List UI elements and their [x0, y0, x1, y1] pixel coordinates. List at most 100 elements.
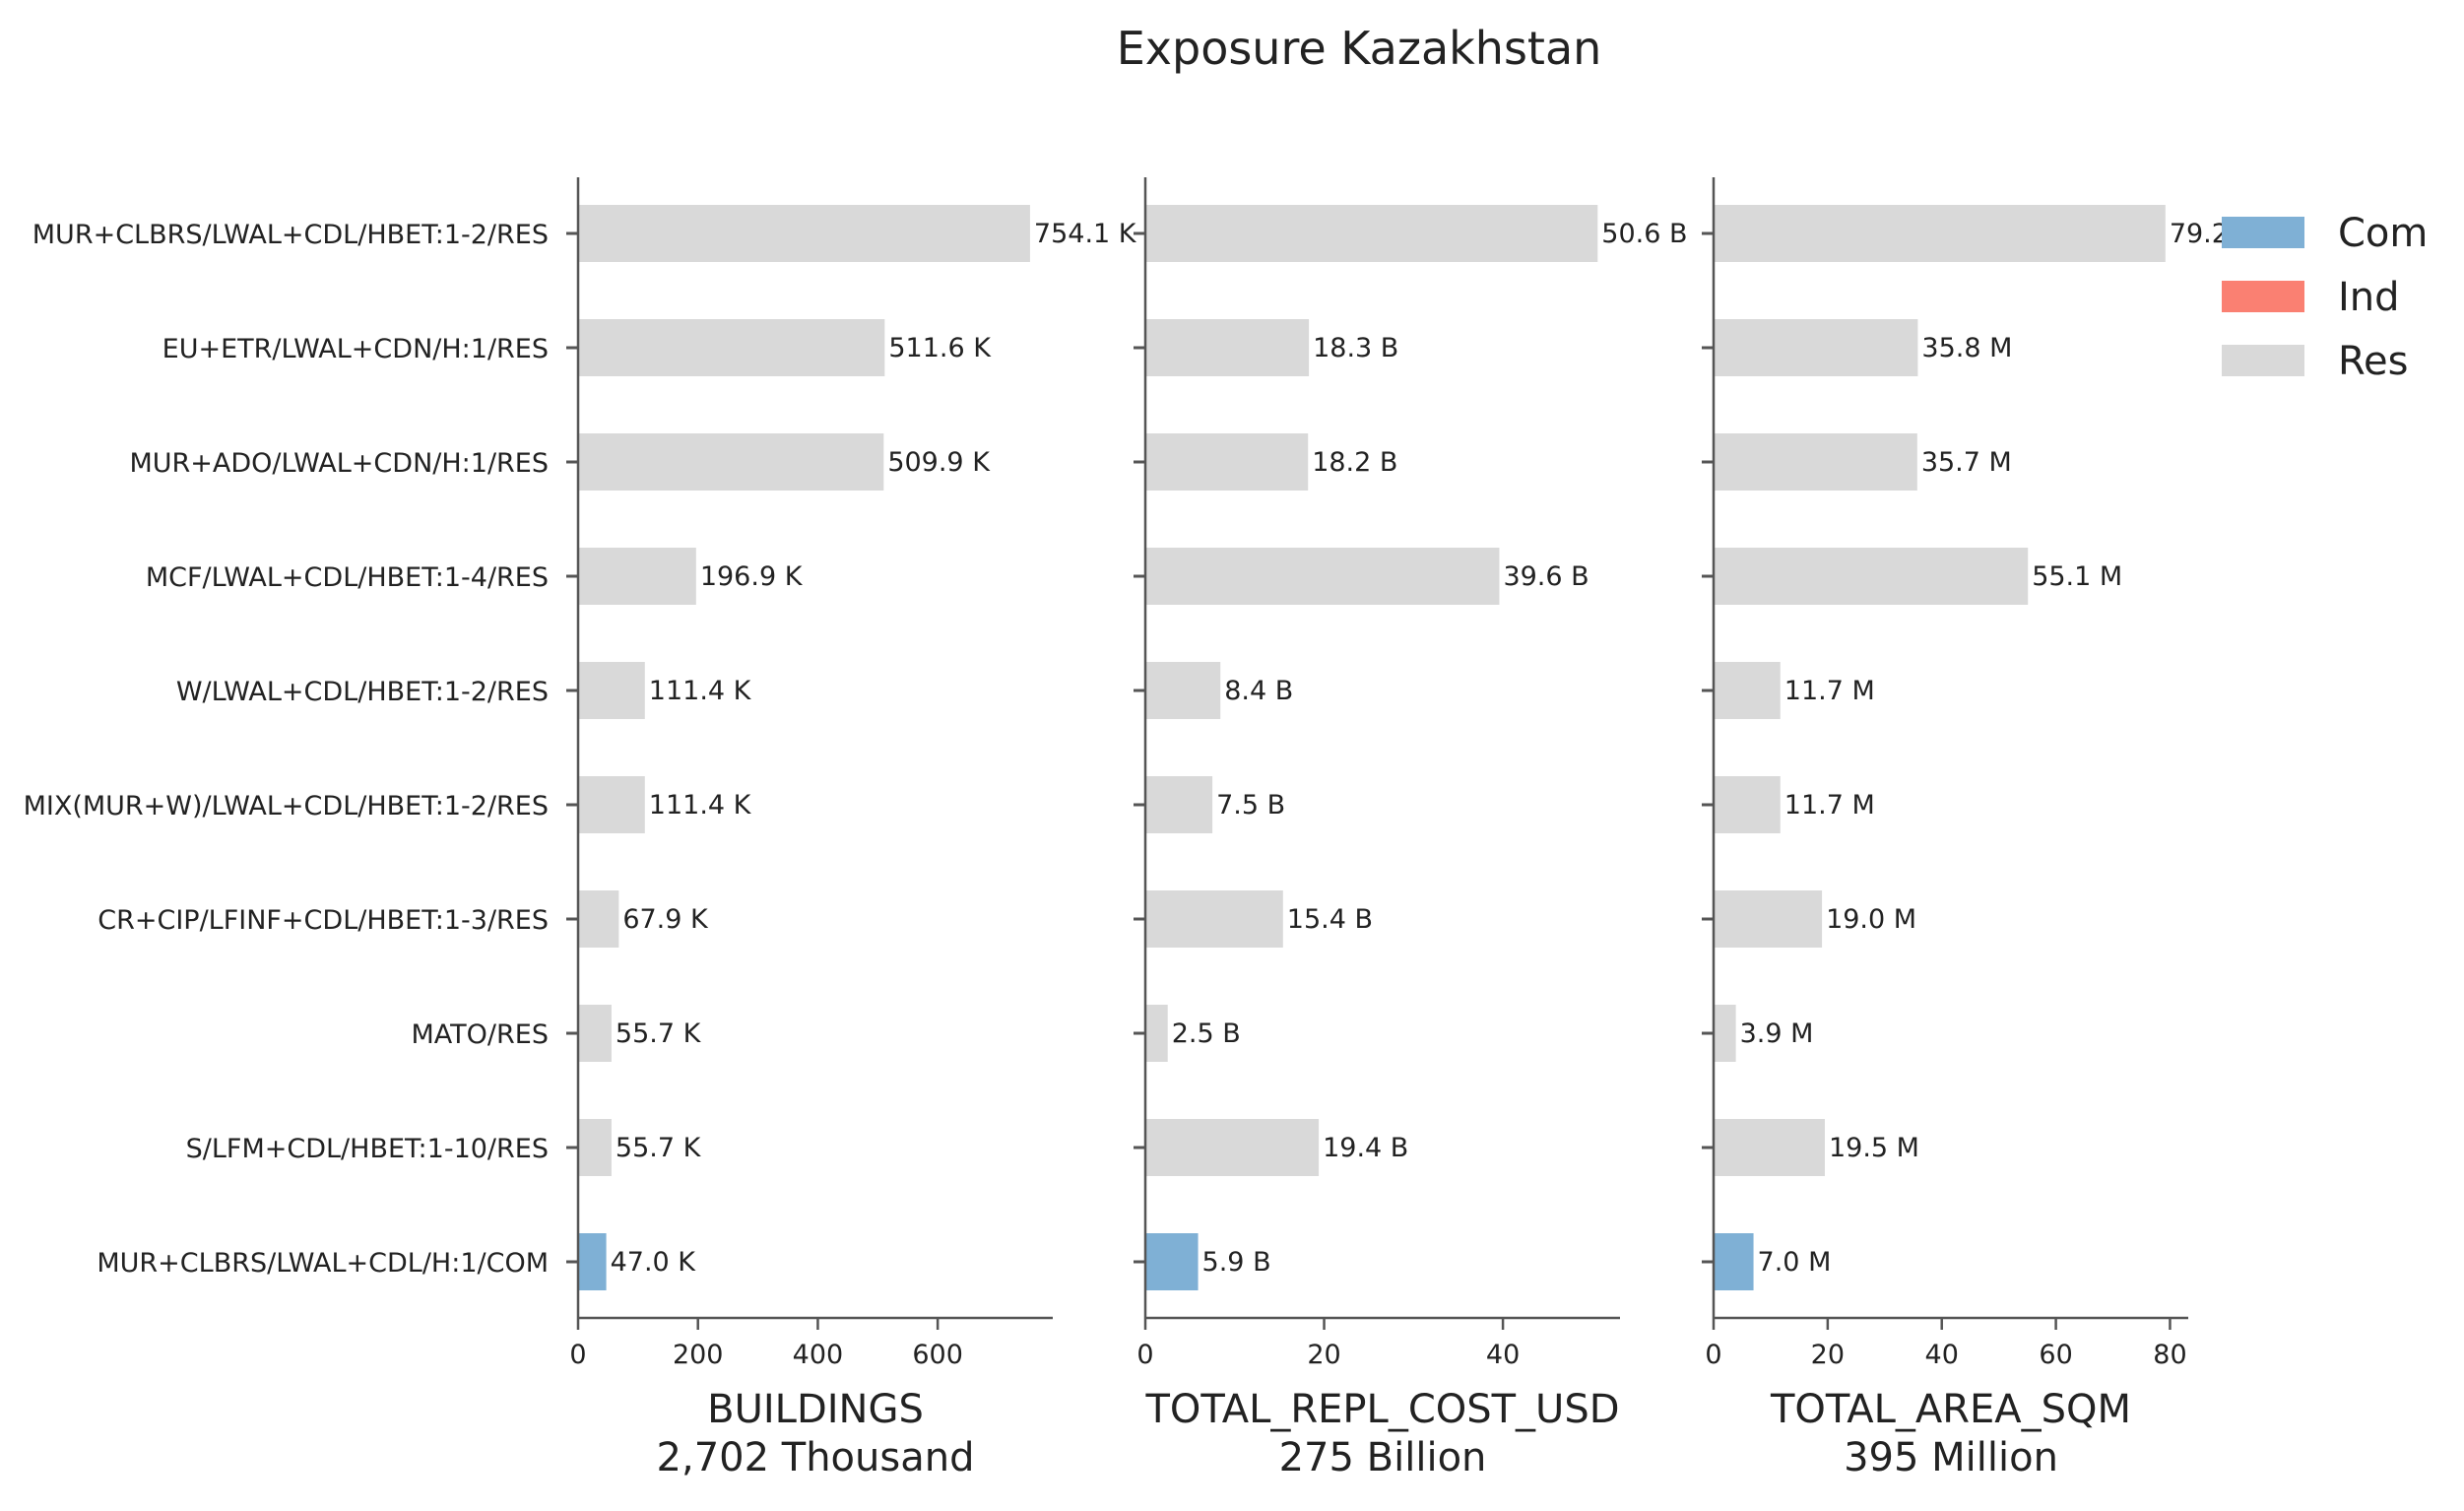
- bar: [578, 205, 1030, 262]
- bar: [1714, 1119, 1825, 1176]
- bar-value-label: 11.7 M: [1784, 676, 1875, 706]
- bar: [1714, 776, 1781, 833]
- category-labels: MUR+CLBRS/LWAL+CDL/HBET:1-2/RES EU+ETR/LW…: [24, 220, 549, 1279]
- bar-value-label: 3.9 M: [1740, 1018, 1814, 1049]
- bar-value-label: 2.5 B: [1172, 1018, 1241, 1049]
- bar-value-label: 111.4 K: [649, 676, 752, 706]
- bar: [1714, 662, 1781, 719]
- bar: [578, 548, 696, 605]
- bar-value-label: 35.7 M: [1921, 447, 2012, 478]
- x-tick-label: 0: [1136, 1340, 1153, 1370]
- bar-value-label: 19.0 M: [1826, 904, 1916, 935]
- panel-total-area-sqm: 79.2 35.8 M 35.7 M 55.1 M 11.7 M 11.7 M 19.0 M…: [1702, 177, 2229, 1480]
- bar: [1145, 890, 1283, 948]
- bar-value-label: 55.7 K: [616, 1133, 702, 1163]
- bar-value-label: 509.9 K: [887, 447, 991, 478]
- bar: [1145, 1005, 1168, 1062]
- x-axis-total: 395 Million: [1844, 1435, 2058, 1480]
- bar: [1714, 205, 2166, 262]
- bar-value-label: 196.9 K: [700, 561, 804, 592]
- chart-title: Exposure Kazakhstan: [1117, 22, 1602, 75]
- bar: [1145, 433, 1309, 491]
- panel-total-repl-cost-usd: 50.6 B 18.3 B 18.2 B 39.6 B 8.4 B 7.5 B 15.4 B…: [1134, 177, 1688, 1480]
- bar-value-label: 111.4 K: [649, 790, 752, 821]
- bar-value-label: 754.1 K: [1034, 219, 1137, 249]
- bar-value-label: 55.7 K: [616, 1018, 702, 1049]
- x-tick-label: 20: [1307, 1340, 1340, 1370]
- bar: [578, 1233, 607, 1290]
- bar-value-label: 19.4 B: [1323, 1133, 1408, 1163]
- x-axis-label: TOTAL_REPL_COST_USD: [1144, 1387, 1619, 1432]
- bar-value-label: 5.9 B: [1202, 1247, 1271, 1278]
- bar: [1145, 662, 1221, 719]
- bar-value-label: 8.4 B: [1224, 676, 1293, 706]
- x-axis-label: TOTAL_AREA_SQM: [1770, 1387, 2131, 1432]
- bar-value-label: 67.9 K: [622, 904, 709, 935]
- bar-value-label: 11.7 M: [1784, 790, 1875, 821]
- bar-value-label: 511.6 K: [888, 333, 992, 363]
- panel-buildings: 754.1 K 511.6 K 509.9 K 196.9 K 111.4 K 111.4…: [566, 177, 1137, 1480]
- category-label: MIX(MUR+W)/LWAL+CDL/HBET:1-2/RES: [24, 791, 549, 821]
- legend-label: Res: [2338, 339, 2408, 384]
- bar: [1145, 205, 1598, 262]
- bar: [578, 1005, 612, 1062]
- category-label: MUR+CLBRS/LWAL+CDL/H:1/COM: [97, 1248, 549, 1279]
- bar-value-label: 15.4 B: [1287, 904, 1373, 935]
- category-label: S/LFM+CDL/HBET:1-10/RES: [186, 1134, 549, 1164]
- bar: [578, 1119, 612, 1176]
- bar-value-label: 39.6 B: [1503, 561, 1589, 592]
- legend: Com Ind Res: [2222, 211, 2428, 384]
- x-axis-label: BUILDINGS: [707, 1387, 924, 1432]
- bar: [1714, 1005, 1736, 1062]
- bar-value-label: 35.8 M: [1921, 333, 2012, 363]
- bar-value-label: 50.6 B: [1601, 219, 1687, 249]
- x-axis-total: 275 Billion: [1279, 1435, 1487, 1480]
- bar: [1714, 433, 1917, 491]
- category-label: MUR+ADO/LWAL+CDN/H:1/RES: [129, 448, 549, 479]
- bar: [1145, 319, 1310, 376]
- bar: [578, 319, 885, 376]
- bar: [1714, 1233, 1754, 1290]
- x-tick-label: 80: [2153, 1340, 2186, 1370]
- bar-value-label: 47.0 K: [611, 1247, 697, 1278]
- x-tick-label: 20: [1811, 1340, 1845, 1370]
- x-tick-label: 0: [1705, 1340, 1721, 1370]
- bar-value-label: 55.1 M: [2032, 561, 2122, 592]
- bar: [1145, 548, 1500, 605]
- category-label: MCF/LWAL+CDL/HBET:1-4/RES: [146, 562, 549, 593]
- legend-label: Com: [2338, 211, 2428, 256]
- category-label: MUR+CLBRS/LWAL+CDL/HBET:1-2/RES: [32, 220, 549, 250]
- x-tick-label: 60: [2039, 1340, 2072, 1370]
- bar-value-label: 7.0 M: [1758, 1247, 1832, 1278]
- category-label: W/LWAL+CDL/HBET:1-2/RES: [176, 677, 549, 707]
- bar-value-label: 79.2: [2170, 219, 2229, 249]
- category-label: MATO/RES: [412, 1019, 549, 1050]
- panels: 754.1 K 511.6 K 509.9 K 196.9 K 111.4 K 111.4…: [566, 177, 2229, 1480]
- bar: [578, 890, 619, 948]
- bar-value-label: 18.3 B: [1313, 333, 1398, 363]
- x-tick-label: 200: [673, 1340, 724, 1370]
- x-axis-total: 2,702 Thousand: [657, 1435, 975, 1480]
- legend-label: Ind: [2338, 275, 2400, 320]
- x-tick-label: 40: [1925, 1340, 1959, 1370]
- bar: [578, 776, 645, 833]
- x-tick-label: 40: [1486, 1340, 1520, 1370]
- bar: [578, 662, 645, 719]
- bar: [1714, 890, 1823, 948]
- x-tick-label: 400: [793, 1340, 844, 1370]
- bar-value-label: 7.5 B: [1216, 790, 1285, 821]
- x-tick-label: 600: [912, 1340, 963, 1370]
- legend-swatch: [2222, 281, 2304, 312]
- category-label: CR+CIP/LFINF+CDL/HBET:1-3/RES: [97, 905, 549, 936]
- bar-value-label: 19.5 M: [1829, 1133, 1919, 1163]
- x-tick-label: 0: [569, 1340, 586, 1370]
- legend-swatch: [2222, 217, 2304, 248]
- bar: [578, 433, 884, 491]
- bar: [1714, 548, 2029, 605]
- bar: [1145, 776, 1213, 833]
- bar: [1714, 319, 1918, 376]
- bar: [1145, 1119, 1320, 1176]
- bar-value-label: 18.2 B: [1312, 447, 1397, 478]
- category-label: EU+ETR/LWAL+CDN/H:1/RES: [162, 334, 549, 364]
